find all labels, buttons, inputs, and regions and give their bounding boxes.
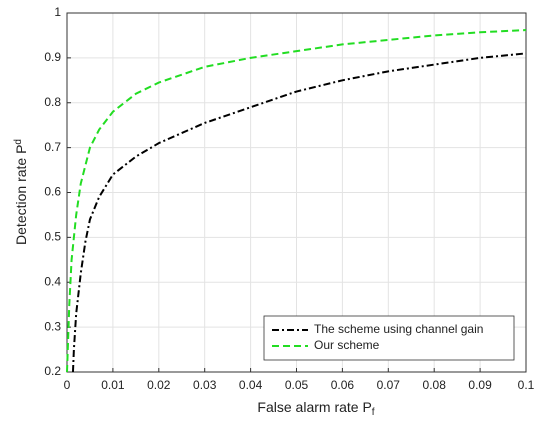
y-tick-label: 0.8 <box>44 95 61 109</box>
x-tick-label: 0.04 <box>239 378 263 392</box>
x-tick-label: 0.02 <box>147 378 171 392</box>
y-axis-label: Detection rate Pd <box>13 139 29 245</box>
x-axis-label: False alarm rate Pf <box>257 399 374 418</box>
y-label-text: Detection rate P <box>13 145 29 245</box>
y-tick-label: 0.3 <box>44 319 61 333</box>
legend: The scheme using channel gain Our scheme <box>263 315 515 361</box>
x-tick-label: 0.08 <box>423 378 447 392</box>
x-tick-label: 0.01 <box>101 378 125 392</box>
x-tick-label: 0.07 <box>377 378 401 392</box>
x-tick-label: 0 <box>64 378 71 392</box>
y-tick-label: 0.7 <box>44 140 61 154</box>
x-tick-label: 0.05 <box>285 378 309 392</box>
axes-box <box>66 12 527 373</box>
y-tick-label: 0.6 <box>44 185 61 199</box>
x-tick-label: 0.03 <box>193 378 217 392</box>
y-tick-label: 0.4 <box>44 274 61 288</box>
x-label-text: False alarm rate P <box>257 399 371 415</box>
y-label-subscript: d <box>13 139 24 145</box>
legend-box <box>263 315 515 361</box>
legend-label: The scheme using channel gain <box>314 322 483 336</box>
y-tick-label: 0.5 <box>44 230 61 244</box>
x-tick-label: 0.06 <box>331 378 355 392</box>
series-line <box>71 52 527 373</box>
x-tick-label: 0.09 <box>468 378 492 392</box>
x-tick-label: 0.1 <box>518 378 535 392</box>
y-tick-label: 0.2 <box>44 364 61 378</box>
y-tick-label: 1 <box>54 5 61 19</box>
y-tick-label: 0.9 <box>44 50 61 64</box>
legend-label: Our scheme <box>314 338 380 352</box>
x-label-subscript: f <box>372 407 375 418</box>
series-line <box>66 29 527 373</box>
